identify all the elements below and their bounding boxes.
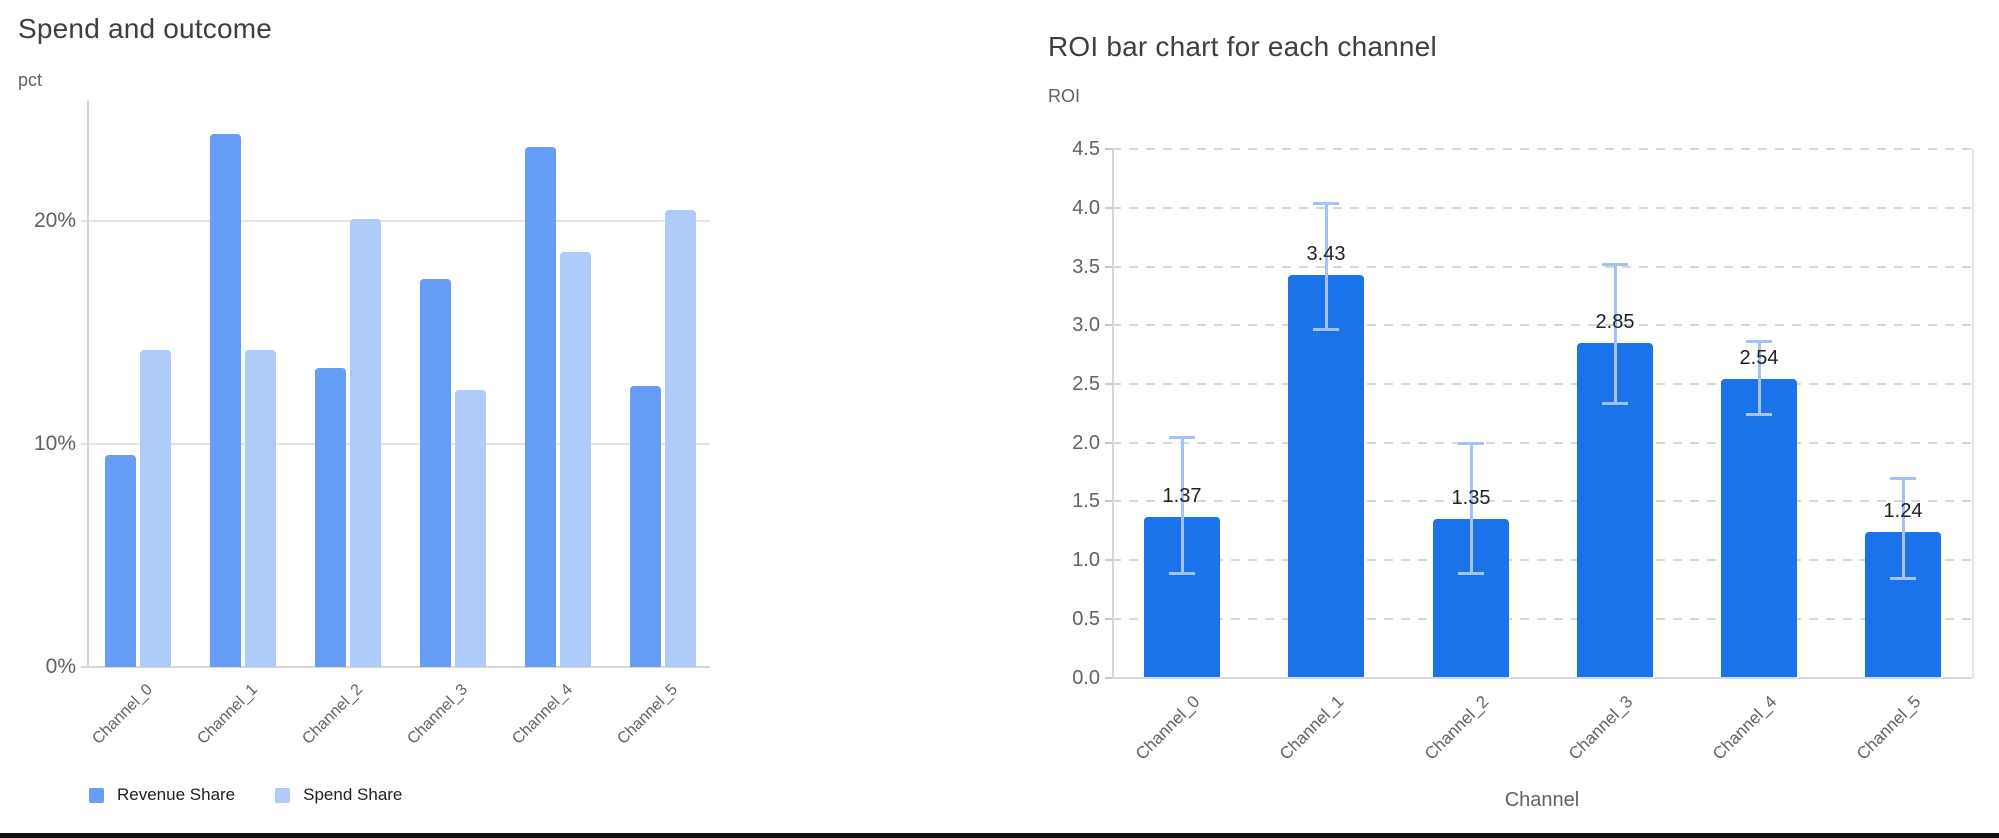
left-chart-title: Spend and outcome [18, 13, 273, 44]
right-gridline-3.0 [1112, 324, 1972, 327]
right-y-tick-label: 1.0 [1072, 549, 1100, 572]
bar-revenue-channel_4[interactable] [525, 147, 556, 667]
bar-spend-channel_0[interactable] [140, 350, 171, 667]
right-gridline-4.5 [1112, 148, 1972, 151]
right-y-tick-label: 1.5 [1072, 490, 1100, 513]
right-y-tick [1105, 383, 1112, 385]
legend-label-revenue-share: Revenue Share [117, 785, 236, 804]
error-bar-cap-bottom-channel_1 [1313, 327, 1339, 331]
error-bar-line-channel_2 [1469, 442, 1473, 575]
right-gridline-4.0 [1112, 206, 1972, 209]
bar-spend-channel_4[interactable] [560, 252, 591, 667]
left-chart-legend: Revenue Share Spend Share [89, 785, 402, 805]
left-chart-y-axis-unit: pct [18, 70, 43, 90]
error-bar-line-channel_3 [1613, 264, 1617, 404]
right-chart-y-axis-unit: ROI [1048, 86, 1081, 106]
right-gridline-3.5 [1112, 265, 1972, 268]
error-bar-line-channel_5 [1901, 477, 1905, 579]
window-bottom-border [0, 833, 1999, 838]
error-bar-line-channel_4 [1757, 340, 1761, 415]
bar-revenue-channel_1[interactable] [210, 134, 241, 667]
spend-share-swatch [275, 787, 291, 803]
left-gridline-0% [81, 666, 710, 668]
roi-value-label-channel_4: 2.54 [1739, 347, 1779, 370]
error-bar-cap-top-channel_5 [1890, 476, 1916, 480]
left-x-tick-label-channel_1: Channel_1 [194, 681, 262, 748]
left-x-tick-label-channel_4: Channel_4 [509, 681, 577, 748]
bar-spend-channel_1[interactable] [245, 350, 276, 667]
left-x-tick-label-channel_5: Channel_5 [614, 681, 682, 748]
legend-label-spend-share: Spend Share [303, 785, 403, 804]
right-y-tick [1105, 441, 1112, 444]
roi-value-label-channel_0: 1.37 [1162, 484, 1202, 507]
error-bar-cap-top-channel_2 [1458, 441, 1484, 445]
legend-item-revenue-share[interactable]: Revenue Share [89, 785, 235, 805]
right-y-tick [1105, 265, 1112, 268]
right-y-tick [1105, 617, 1112, 620]
right-gridline-2.5 [1112, 383, 1972, 385]
bar-revenue-channel_5[interactable] [630, 386, 661, 667]
error-bar-cap-bottom-channel_4 [1746, 412, 1772, 416]
right-gridline-0.5 [1112, 617, 1972, 620]
bar-spend-channel_2[interactable] [350, 219, 381, 667]
left-y-tick-label: 20% [33, 209, 76, 232]
right-y-axis-line [1112, 149, 1114, 678]
error-bar-cap-top-channel_4 [1746, 339, 1772, 343]
error-bar-cap-bottom-channel_2 [1458, 572, 1484, 576]
left-y-tick-label: 0% [45, 655, 76, 678]
error-bar-cap-top-channel_1 [1313, 202, 1339, 206]
error-bar-cap-bottom-channel_0 [1169, 572, 1195, 576]
right-chart-x-axis-title: Channel [1504, 789, 1580, 811]
right-y-tick [1105, 676, 1112, 679]
left-gridline-20% [81, 220, 710, 222]
error-bar-cap-top-channel_3 [1602, 263, 1628, 267]
right-y-tick-label: 4.0 [1072, 196, 1100, 219]
right-y-tick [1105, 148, 1112, 151]
right-y-tick [1105, 324, 1112, 327]
error-bar-cap-bottom-channel_5 [1890, 576, 1916, 580]
roi-value-label-channel_2: 1.35 [1451, 487, 1491, 509]
right-y-tick-label: 2.0 [1072, 431, 1100, 454]
right-plot-border [1972, 149, 1974, 678]
right-y-tick-label: 4.5 [1072, 138, 1100, 161]
legend-item-spend-share[interactable]: Spend Share [275, 785, 402, 805]
roi-bar-channel_4[interactable] [1721, 379, 1797, 678]
bar-revenue-channel_3[interactable] [420, 279, 451, 667]
left-y-tick-label: 10% [33, 432, 76, 455]
right-y-tick-label: 2.5 [1072, 373, 1100, 395]
left-y-axis-line [87, 100, 89, 667]
error-bar-line-channel_0 [1180, 436, 1184, 575]
right-y-tick-label: 3.5 [1072, 255, 1100, 278]
left-gridline-10% [81, 443, 710, 445]
bar-spend-channel_3[interactable] [455, 390, 486, 667]
right-chart-title: ROI bar chart for each channel [1048, 31, 1437, 62]
right-gridline-1.5 [1112, 500, 1972, 503]
right-y-tick-label: 3.0 [1072, 314, 1100, 337]
error-bar-cap-bottom-channel_3 [1602, 401, 1628, 405]
right-y-tick [1105, 206, 1112, 209]
right-y-tick-label: 0.5 [1072, 607, 1100, 630]
left-x-tick-label-channel_2: Channel_2 [299, 681, 367, 748]
bar-revenue-channel_0[interactable] [105, 455, 136, 667]
right-gridline-2.0 [1112, 441, 1972, 444]
roi-bar-channel_1[interactable] [1288, 274, 1364, 678]
right-y-tick-label: 0.0 [1072, 666, 1100, 689]
bar-revenue-channel_2[interactable] [315, 368, 346, 667]
roi-value-label-channel_5: 1.24 [1883, 499, 1923, 522]
right-y-tick [1105, 500, 1112, 503]
right-baseline [1112, 676, 1972, 679]
roi-value-label-channel_1: 3.43 [1306, 242, 1346, 265]
right-y-tick [1105, 559, 1112, 562]
bar-spend-channel_5[interactable] [665, 210, 696, 667]
left-x-tick-label-channel_3: Channel_3 [404, 681, 472, 748]
revenue-share-swatch [89, 787, 104, 803]
error-bar-line-channel_1 [1324, 203, 1328, 330]
error-bar-cap-top-channel_0 [1169, 435, 1195, 439]
roi-value-label-channel_3: 2.85 [1595, 310, 1635, 333]
right-gridline-1.0 [1112, 559, 1972, 562]
left-x-tick-label-channel_0: Channel_0 [89, 681, 157, 748]
